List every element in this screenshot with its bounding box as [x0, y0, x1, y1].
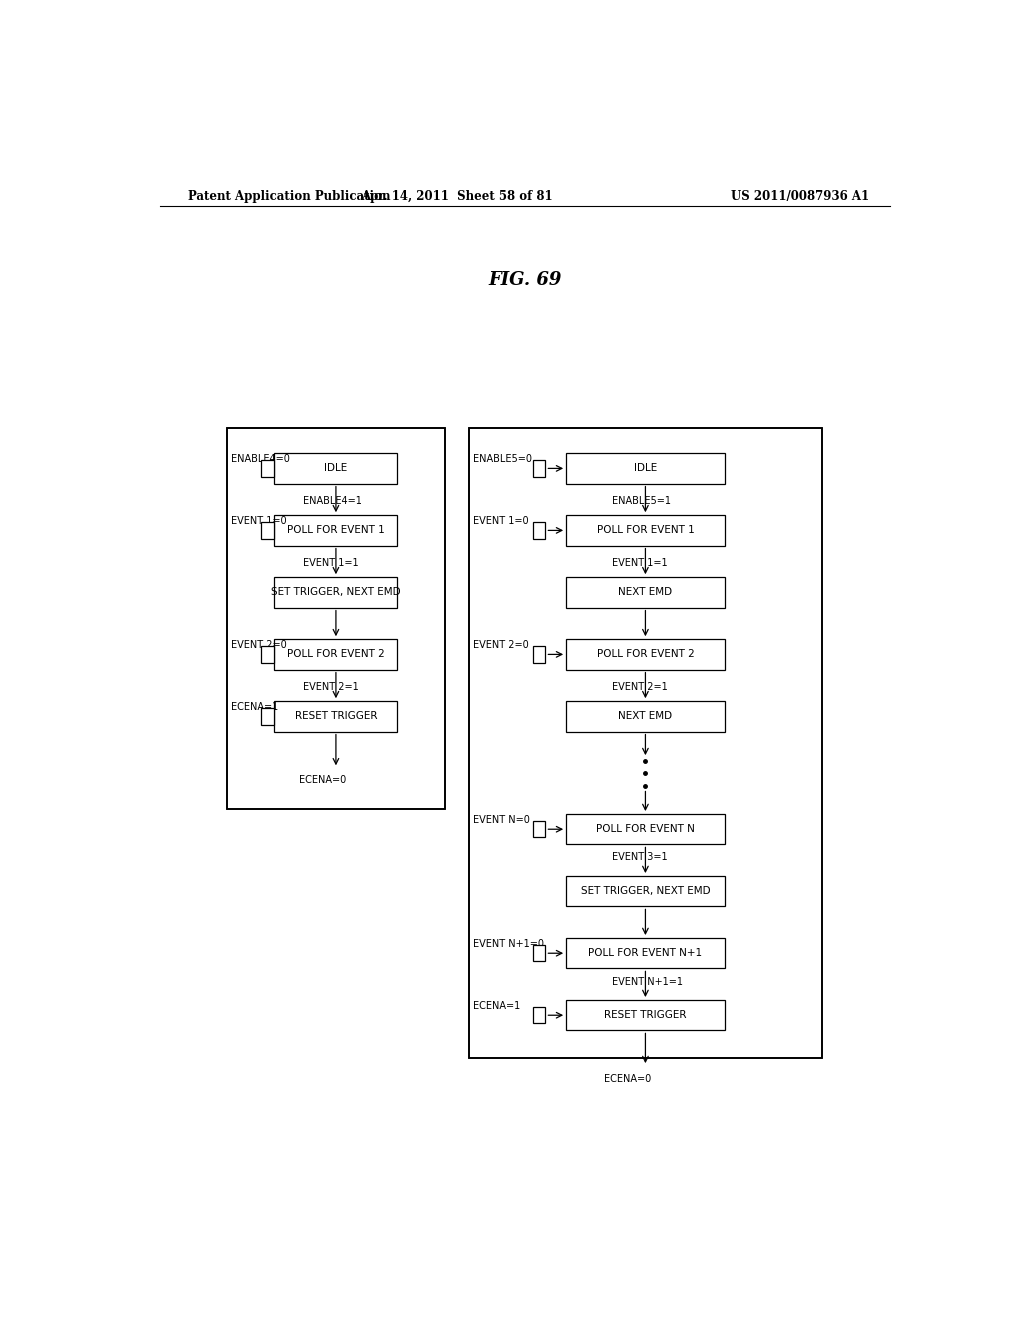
Bar [274, 639, 397, 669]
Bar [566, 701, 725, 731]
Bar [261, 461, 274, 477]
Bar [227, 428, 445, 809]
Text: IDLE: IDLE [325, 463, 347, 474]
Text: EVENT 1=1: EVENT 1=1 [303, 558, 358, 568]
Text: POLL FOR EVENT 1: POLL FOR EVENT 1 [597, 525, 694, 536]
Text: ENABLE4=0: ENABLE4=0 [231, 454, 290, 465]
Text: ECENA=1: ECENA=1 [473, 1001, 520, 1011]
Bar [532, 1007, 546, 1023]
Bar [566, 515, 725, 545]
Text: POLL FOR EVENT 2: POLL FOR EVENT 2 [597, 649, 694, 660]
Bar [566, 453, 725, 483]
Bar [274, 515, 397, 545]
Text: SET TRIGGER, NEXT EMD: SET TRIGGER, NEXT EMD [581, 886, 711, 896]
Text: EVENT N=0: EVENT N=0 [473, 814, 530, 825]
Text: US 2011/0087936 A1: US 2011/0087936 A1 [731, 190, 869, 202]
Text: POLL FOR EVENT 1: POLL FOR EVENT 1 [287, 525, 385, 536]
Bar [566, 939, 725, 969]
Text: POLL FOR EVENT 2: POLL FOR EVENT 2 [287, 649, 385, 660]
Bar [532, 647, 546, 663]
Bar [532, 523, 546, 539]
Text: EVENT N+1=1: EVENT N+1=1 [612, 977, 683, 986]
Text: POLL FOR EVENT N+1: POLL FOR EVENT N+1 [589, 948, 702, 958]
Text: Patent Application Publication: Patent Application Publication [187, 190, 390, 202]
Text: EVENT 3=1: EVENT 3=1 [612, 851, 668, 862]
Text: ENABLE4=1: ENABLE4=1 [303, 496, 361, 506]
Text: POLL FOR EVENT N: POLL FOR EVENT N [596, 824, 695, 834]
Bar [566, 814, 725, 845]
Text: ENABLE5=0: ENABLE5=0 [473, 454, 532, 465]
Bar [227, 428, 445, 809]
Bar [261, 647, 274, 663]
Bar [274, 453, 397, 483]
Text: EVENT 1=0: EVENT 1=0 [231, 516, 287, 527]
Bar [261, 523, 274, 539]
Text: Apr. 14, 2011  Sheet 58 of 81: Apr. 14, 2011 Sheet 58 of 81 [361, 190, 553, 202]
Text: ECENA=0: ECENA=0 [299, 775, 346, 785]
Text: ECENA=0: ECENA=0 [604, 1074, 651, 1084]
Text: EVENT 2=1: EVENT 2=1 [303, 682, 358, 692]
Text: NEXT EMD: NEXT EMD [618, 711, 673, 722]
Text: FIG. 69: FIG. 69 [488, 272, 561, 289]
Bar [469, 428, 822, 1057]
Text: ECENA=1: ECENA=1 [231, 702, 279, 713]
Bar [532, 461, 546, 477]
Text: EVENT 1=0: EVENT 1=0 [473, 516, 528, 527]
Bar [532, 821, 546, 837]
Text: EVENT 2=0: EVENT 2=0 [473, 640, 529, 651]
Bar [261, 709, 274, 725]
Text: NEXT EMD: NEXT EMD [618, 587, 673, 598]
Text: RESET TRIGGER: RESET TRIGGER [295, 711, 377, 722]
Text: ENABLE5=1: ENABLE5=1 [612, 496, 671, 506]
Text: IDLE: IDLE [634, 463, 657, 474]
Bar [469, 428, 822, 1057]
Text: EVENT 2=1: EVENT 2=1 [612, 682, 668, 692]
Bar [566, 876, 725, 907]
Bar [566, 639, 725, 669]
Bar [566, 1001, 725, 1031]
Text: EVENT 2=0: EVENT 2=0 [231, 640, 287, 651]
Text: EVENT 1=1: EVENT 1=1 [612, 558, 668, 568]
Text: RESET TRIGGER: RESET TRIGGER [604, 1010, 687, 1020]
Bar [566, 577, 725, 607]
Bar [274, 577, 397, 607]
Bar [274, 701, 397, 731]
Bar [532, 945, 546, 961]
Text: EVENT N+1=0: EVENT N+1=0 [473, 939, 544, 949]
Text: SET TRIGGER, NEXT EMD: SET TRIGGER, NEXT EMD [271, 587, 400, 598]
